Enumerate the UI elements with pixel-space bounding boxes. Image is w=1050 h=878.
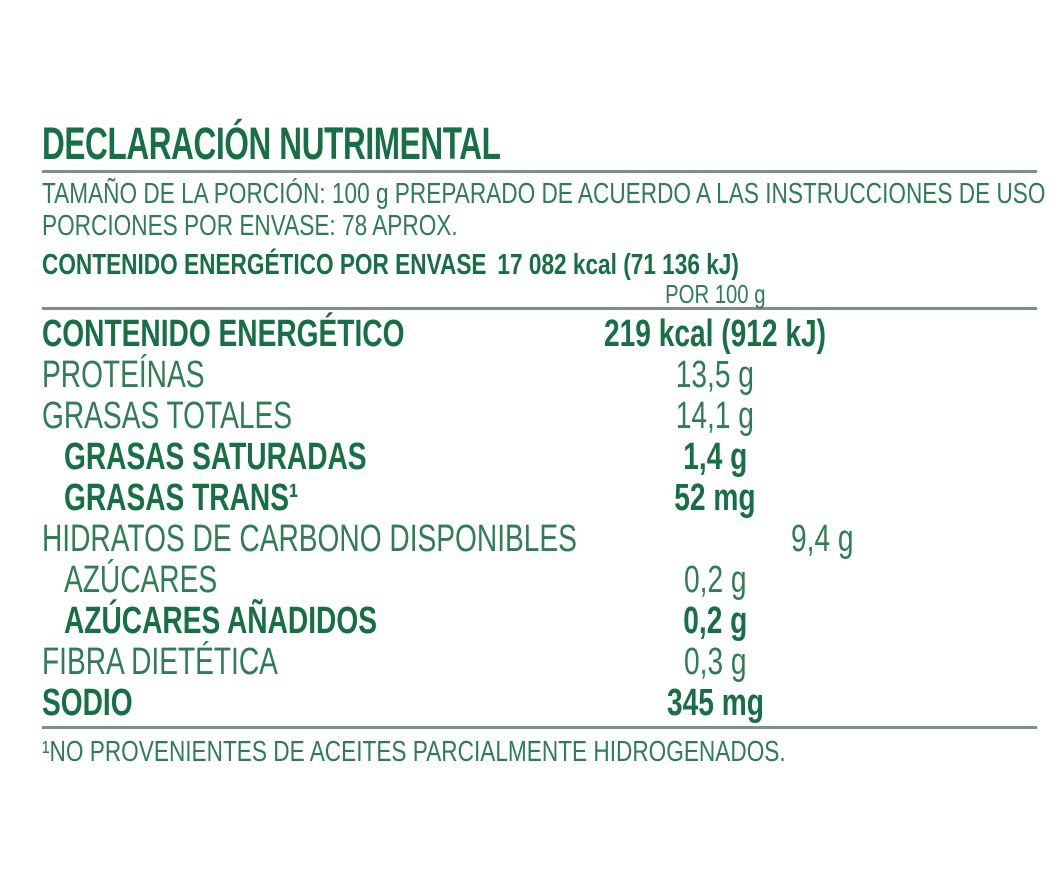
nutrient-name: GRASAS TOTALES — [42, 395, 293, 437]
nutrient-name: GRASAS TRANS¹ — [64, 477, 299, 519]
label-title-text: DECLARACIÓN NUTRIMENTAL — [42, 118, 501, 169]
nutrient-value: 0,2 g — [682, 600, 748, 642]
nutrient-value: 13,5 g — [675, 354, 755, 396]
row-contenido-energetico: CONTENIDO ENERGÉTICO 219 kcal (912 kJ) — [42, 314, 1037, 355]
row-grasas-saturadas: GRASAS SATURADAS 1,4 g — [42, 437, 1037, 478]
nutrient-value: 0,2 g — [683, 559, 747, 601]
footer-divider — [42, 726, 1037, 729]
nutrient-value: 0,3 g — [683, 641, 747, 683]
nutrient-table: CONTENIDO ENERGÉTICO 219 kcal (912 kJ) P… — [42, 314, 1037, 724]
nutrient-name: PROTEÍNAS — [42, 354, 205, 396]
nutrient-name: AZÚCARES AÑADIDOS — [64, 600, 377, 642]
nutrient-name: GRASAS SATURADAS — [64, 436, 367, 478]
row-azucares-anadidos: AZÚCARES AÑADIDOS 0,2 g — [42, 601, 1037, 642]
row-azucares: AZÚCARES 0,2 g — [42, 560, 1037, 601]
trans-fat-footnote: ¹NO PROVENIENTES DE ACEITES PARCIALMENTE… — [42, 736, 786, 768]
row-grasas-trans: GRASAS TRANS¹ 52 mg — [42, 478, 1037, 519]
energy-per-package-value: 17 082 kcal (71 136 kJ) — [497, 249, 739, 281]
nutrient-name: AZÚCARES — [64, 559, 218, 601]
row-hidratos-de-carbono: HIDRATOS DE CARBONO DISPONIBLES 9,4 g — [42, 519, 1037, 560]
nutrient-name: SODIO — [42, 682, 133, 724]
nutrient-name: CONTENIDO ENERGÉTICO — [42, 313, 405, 355]
nutrient-name: FIBRA DIETÉTICA — [42, 641, 278, 683]
serving-info: TAMAÑO DE LA PORCIÓN: 100 g PREPARADO DE… — [42, 178, 1046, 242]
nutrition-label: DECLARACIÓN NUTRIMENTAL TAMAÑO DE LA POR… — [42, 120, 1046, 768]
energy-per-package-line: CONTENIDO ENERGÉTICO POR ENVASE 17 082 kc… — [42, 249, 1037, 281]
nutrient-name: HIDRATOS DE CARBONO DISPONIBLES — [42, 518, 577, 560]
nutrient-value: 9,4 g — [791, 518, 854, 560]
nutrient-value: 1,4 g — [682, 436, 748, 478]
per-100g-column-header: POR 100 g — [664, 279, 766, 309]
title-divider — [42, 170, 1037, 173]
servings-per-package-line: PORCIONES POR ENVASE: 78 APROX. — [42, 210, 458, 242]
label-title: DECLARACIÓN NUTRIMENTAL — [42, 120, 1037, 168]
row-grasas-totales: GRASAS TOTALES 14,1 g — [42, 396, 1037, 437]
nutrient-value: 52 mg — [674, 477, 756, 519]
row-proteinas: PROTEÍNAS 13,5 g — [42, 355, 1037, 396]
serving-size-line: TAMAÑO DE LA PORCIÓN: 100 g PREPARADO DE… — [42, 178, 1046, 210]
row-sodio: SODIO 345 mg — [42, 683, 1037, 724]
column-header-row: POR 100 g — [42, 281, 1037, 307]
nutrient-value: 14,1 g — [675, 395, 755, 437]
energy-per-package-label: CONTENIDO ENERGÉTICO POR ENVASE — [42, 249, 487, 281]
row-fibra-dietetica: FIBRA DIETÉTICA 0,3 g — [42, 642, 1037, 683]
nutrient-value: 345 mg — [666, 682, 764, 724]
nutrient-value: 219 kcal (912 kJ) — [603, 313, 826, 355]
header-divider — [42, 307, 1037, 310]
